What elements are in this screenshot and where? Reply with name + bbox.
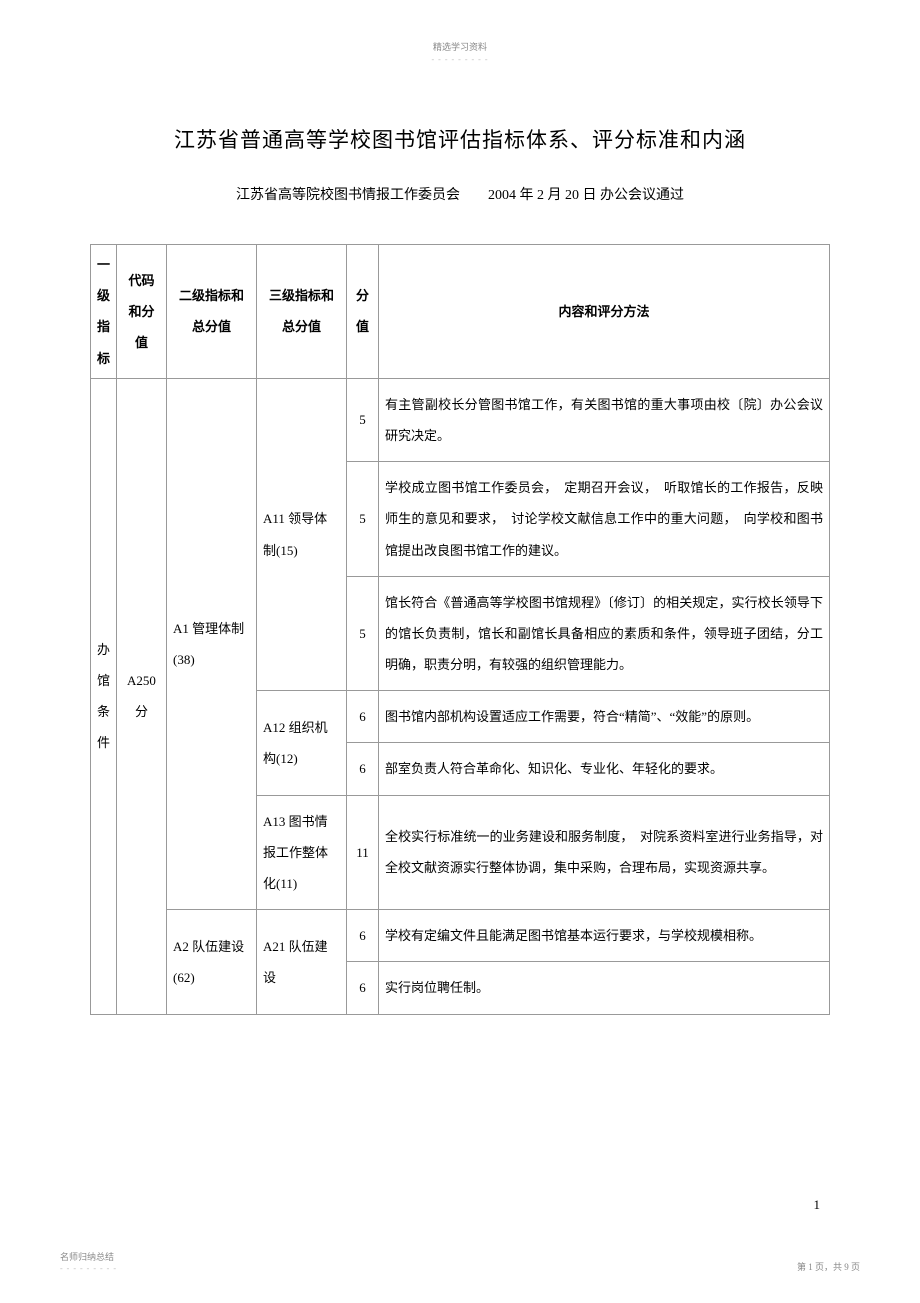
- l3-cell: A21 队伍建设: [257, 910, 347, 1014]
- code-cell: A250分: [117, 378, 167, 1014]
- score-cell: 5: [347, 462, 379, 577]
- score-cell: 5: [347, 378, 379, 461]
- l3-cell: A12 组织机构(12): [257, 691, 347, 795]
- top-small-label: 精选学习资料: [90, 40, 830, 53]
- subtitle-date: 2004 年 2 月 20 日 办公会议通过: [488, 188, 684, 203]
- hdr-l3: 三级指标和总分值: [257, 245, 347, 379]
- hdr-l1: 一级指标: [91, 245, 117, 379]
- score-cell: 6: [347, 743, 379, 795]
- inner-page-number: 1: [814, 1197, 821, 1213]
- footer-left: 名师归纳总结 - - - - - - - - -: [60, 1250, 117, 1273]
- content-cell: 有主管副校长分管图书馆工作，有关图书馆的重大事项由校〔院〕办公会议研究决定。: [379, 378, 830, 461]
- l3-cell: A11 领导体制(15): [257, 378, 347, 691]
- score-cell: 6: [347, 962, 379, 1014]
- page-title: 江苏省普通高等学校图书馆评估指标体系、评分标准和内涵: [90, 124, 830, 154]
- hdr-score: 分值: [347, 245, 379, 379]
- content-cell: 全校实行标准统一的业务建设和服务制度， 对院系资料室进行业务指导，对全校文献资源…: [379, 795, 830, 910]
- footer-right: 第 1 页，共 9 页: [797, 1260, 860, 1273]
- l3-cell: A13 图书情报工作整体化(11): [257, 795, 347, 910]
- l2-cell: A1 管理体制(38): [167, 378, 257, 909]
- hdr-content: 内容和评分方法: [379, 245, 830, 379]
- score-cell: 5: [347, 576, 379, 691]
- score-cell: 6: [347, 910, 379, 962]
- score-cell: 11: [347, 795, 379, 910]
- content-cell: 图书馆内部机构设置适应工作需要，符合“精简”、“效能”的原则。: [379, 691, 830, 743]
- content-cell: 馆长符合《普通高等学校图书馆规程》〔修订〕的相关规定，实行校长领导下的馆长负责制…: [379, 576, 830, 691]
- l1-cell: 办馆条件: [91, 378, 117, 1014]
- content-cell: 部室负责人符合革命化、知识化、专业化、年轻化的要求。: [379, 743, 830, 795]
- table-row: 办馆条件A250分A1 管理体制(38)A11 领导体制(15)5有主管副校长分…: [91, 378, 830, 461]
- subtitle: 江苏省高等院校图书情报工作委员会 2004 年 2 月 20 日 办公会议通过: [90, 184, 830, 204]
- table-header-row: 一级指标 代码和分值 二级指标和总分值 三级指标和总分值 分值 内容和评分方法: [91, 245, 830, 379]
- table-body: 办馆条件A250分A1 管理体制(38)A11 领导体制(15)5有主管副校长分…: [91, 378, 830, 1014]
- top-dashes: - - - - - - - - -: [90, 55, 830, 64]
- hdr-l2: 二级指标和总分值: [167, 245, 257, 379]
- hdr-code: 代码和分值: [117, 245, 167, 379]
- table-row: A2 队伍建设(62)A21 队伍建设6学校有定编文件且能满足图书馆基本运行要求…: [91, 910, 830, 962]
- subtitle-org: 江苏省高等院校图书情报工作委员会: [236, 188, 460, 203]
- score-cell: 6: [347, 691, 379, 743]
- content-cell: 实行岗位聘任制。: [379, 962, 830, 1014]
- content-cell: 学校有定编文件且能满足图书馆基本运行要求，与学校规模相称。: [379, 910, 830, 962]
- content-cell: 学校成立图书馆工作委员会， 定期召开会议， 听取馆长的工作报告，反映师生的意见和…: [379, 462, 830, 577]
- l2-cell: A2 队伍建设(62): [167, 910, 257, 1014]
- evaluation-table: 一级指标 代码和分值 二级指标和总分值 三级指标和总分值 分值 内容和评分方法 …: [90, 244, 830, 1015]
